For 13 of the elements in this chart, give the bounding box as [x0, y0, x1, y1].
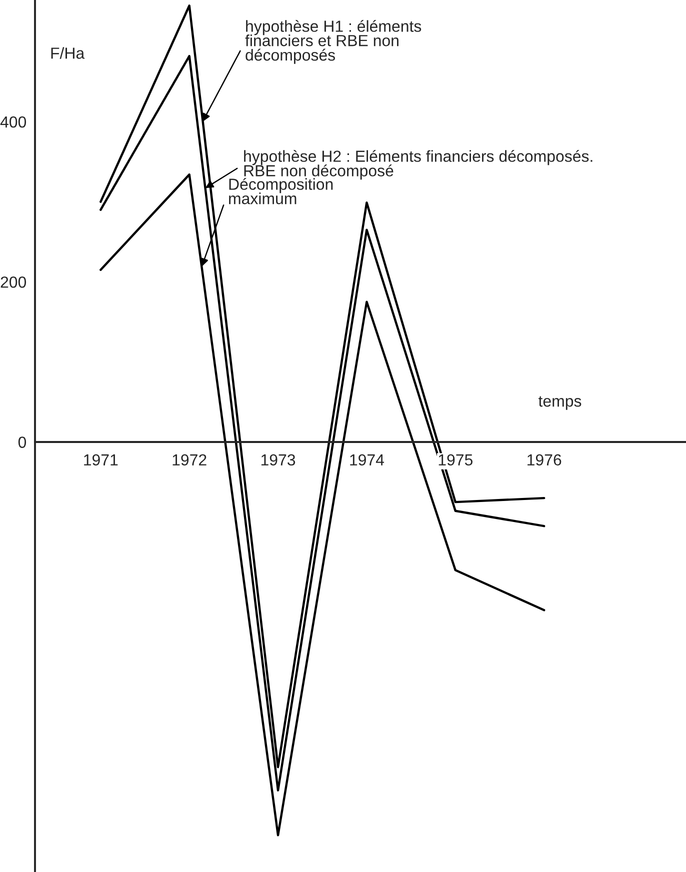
x-axis-title: temps	[538, 396, 582, 410]
x-tick-label: 1975	[438, 454, 472, 466]
x-tick-label: 1974	[350, 454, 384, 466]
y-tick-label: 200	[0, 276, 26, 288]
x-tick-label: 1972	[172, 454, 206, 466]
x-tick-label: 1971	[84, 454, 118, 466]
y-tick-label: 400	[0, 116, 26, 128]
y-axis-title: F/Ha	[51, 47, 85, 59]
annotation: hypothèse H1 : éléments financiers et RBE non décomposés	[245, 20, 422, 64]
x-tick-label: 1973	[261, 454, 296, 466]
x-tick-label: 1976	[528, 454, 562, 466]
annotation: Décomposition maximum	[229, 178, 333, 204]
y-tick-label: 0	[18, 436, 26, 448]
